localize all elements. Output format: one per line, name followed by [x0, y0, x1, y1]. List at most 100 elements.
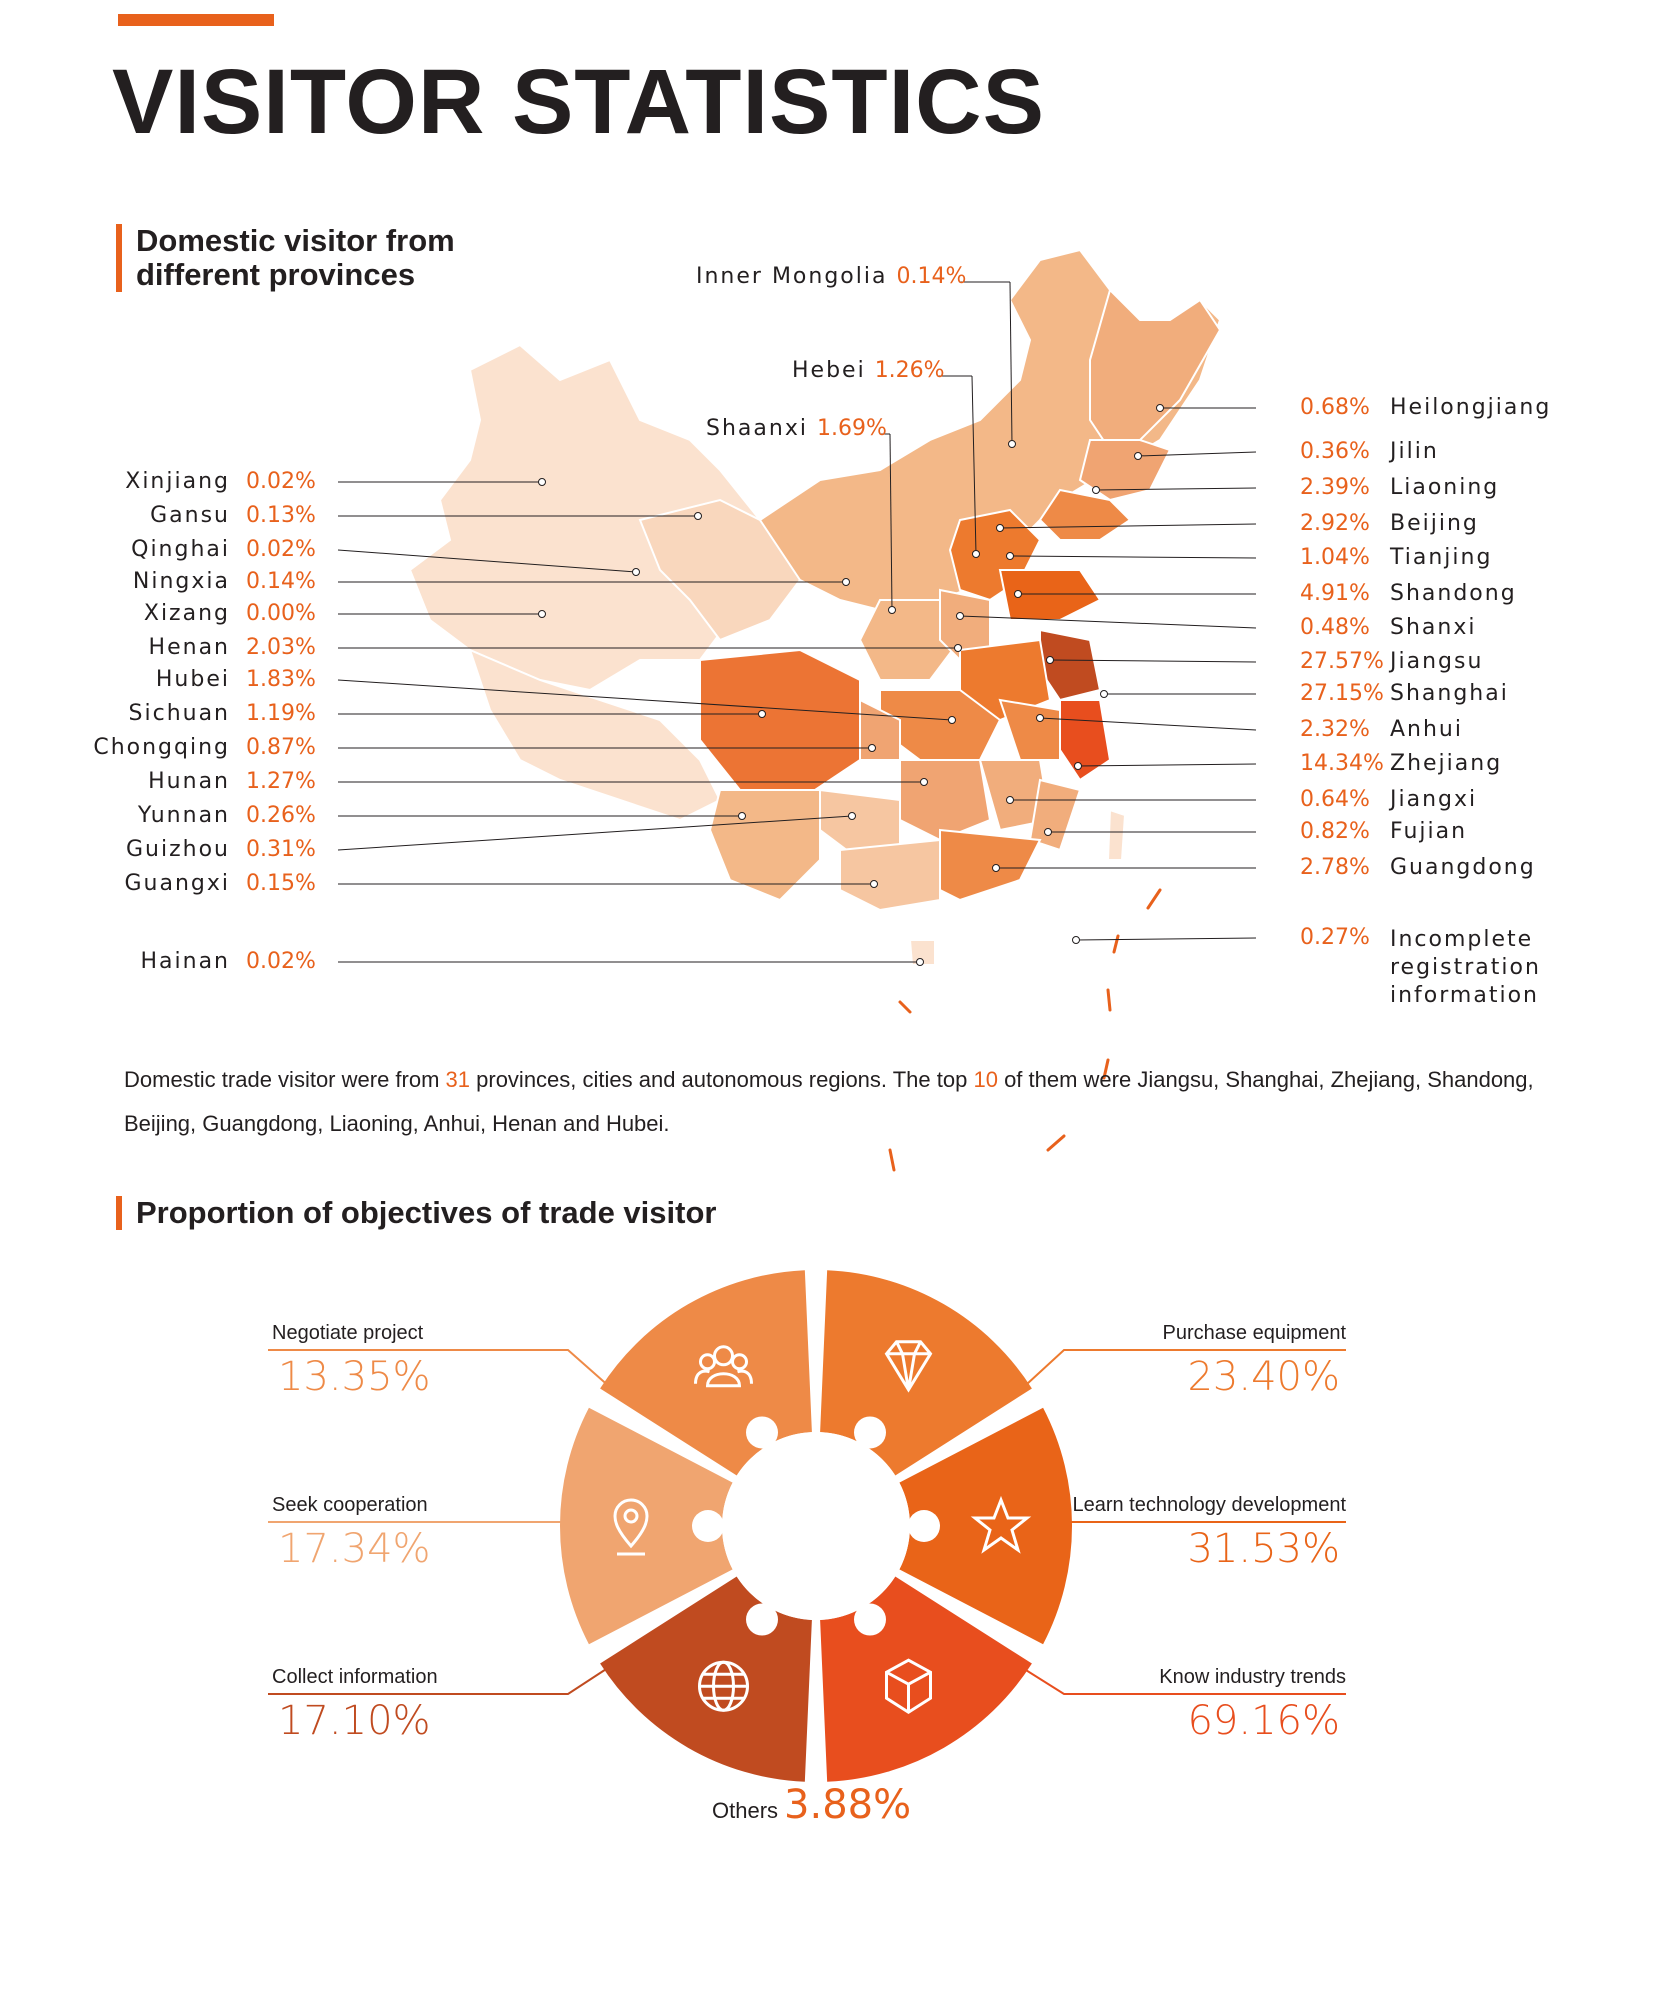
- leader-dot-inner-mongolia: [1008, 440, 1016, 448]
- leader-dot-gansu: [694, 512, 702, 520]
- province-value-guangxi: 0.15%: [246, 871, 316, 896]
- province-name-xizang: Xizang: [143, 601, 230, 626]
- province-value-xinjiang: 0.02%: [246, 469, 316, 494]
- dash-7: [888, 1148, 896, 1172]
- others-value: 3.88%: [784, 1782, 912, 1828]
- leader-dot-guizhou: [848, 812, 856, 820]
- pie-center-notch: [746, 1603, 778, 1636]
- location-pin-icon: [613, 1498, 649, 1556]
- globe-icon: [698, 1660, 749, 1712]
- region-heilongjiang: [1089, 288, 1222, 452]
- diamond-icon: [884, 1340, 933, 1393]
- province-value-yunnan: 0.26%: [246, 803, 316, 828]
- summary-part-1: Domestic trade visitor were from: [124, 1067, 446, 1092]
- objective-leader-know-industry-trends: [1009, 1659, 1346, 1695]
- province-name-ningxia: Ningxia: [132, 569, 230, 594]
- province-name-guangdong: Guangdong: [1390, 855, 1536, 880]
- province-value-shanxi: 0.48%: [1300, 615, 1370, 640]
- leader-line-qinghai: [337, 549, 637, 573]
- objective-value-learn-technology-development: 31.53%: [1187, 1526, 1340, 1572]
- leader-dot-xizang: [538, 610, 546, 618]
- objective-label-seek-cooperation: Seek cooperation: [272, 1494, 428, 1516]
- leader-dot-shanxi: [956, 612, 964, 620]
- province-name-shanxi: Shanxi: [1390, 615, 1477, 640]
- star-icon: [970, 1495, 1032, 1554]
- dash-4: [1102, 1058, 1110, 1080]
- summary-part-2: provinces, cities and autonomous regions…: [470, 1067, 974, 1092]
- summary-province-count: 31: [445, 1067, 471, 1092]
- province-value-anhui: 2.32%: [1300, 717, 1370, 742]
- objective-value-seek-cooperation: 17.34%: [278, 1526, 431, 1572]
- province-name-tianjing: Tianjing: [1390, 545, 1493, 570]
- province-value-fujian: 0.82%: [1300, 819, 1370, 844]
- province-value-jilin: 0.36%: [1300, 439, 1370, 464]
- region-hainan: [908, 939, 936, 966]
- leader-dot-jilin: [1134, 452, 1142, 460]
- leader-dot-hunan: [920, 778, 928, 786]
- leader-dot-zhejiang: [1074, 762, 1082, 770]
- province-name-chongqing: Chongqing: [93, 735, 230, 760]
- province-value-shanghai: 27.15%: [1300, 681, 1384, 706]
- pie-center-hub: [722, 1432, 910, 1620]
- province-top-shaanxi: Shaanxi 1.69%: [706, 416, 887, 441]
- province-name-beijing: Beijing: [1390, 511, 1479, 536]
- leader-line-guizhou: [337, 815, 853, 851]
- objectives-icons: [613, 1340, 1032, 1714]
- objective-label-learn-technology-development: Learn technology development: [1072, 1494, 1346, 1516]
- objective-leader-learn-technology-development: [1051, 1519, 1346, 1523]
- province-name-zhejiang: Zhejiang: [1390, 751, 1503, 776]
- leader-dot-ningxia: [842, 578, 850, 586]
- province-value-guangdong: 2.78%: [1300, 855, 1370, 880]
- leader-dot-tianjing: [1006, 552, 1014, 560]
- leader-dot-hainan: [916, 958, 924, 966]
- pie-center-notch: [908, 1510, 940, 1542]
- section-title-objectives: Proportion of objectives of trade visito…: [116, 1196, 836, 1230]
- objective-leader-purchase-equipment: [1013, 1349, 1346, 1397]
- region-shandong: [998, 569, 1102, 621]
- province-value-chongqing: 0.87%: [246, 735, 316, 760]
- leader-dot-guangxi: [870, 880, 878, 888]
- province-value-hubei: 1.83%: [246, 667, 316, 692]
- objective-label-purchase-equipment: Purchase equipment: [1162, 1322, 1346, 1344]
- province-name-hainan: Hainan: [140, 949, 230, 974]
- province-name-shandong: Shandong: [1390, 581, 1517, 606]
- dash-8: [898, 1000, 912, 1014]
- objective-value-purchase-equipment: 23.40%: [1187, 1354, 1340, 1400]
- leader-dot-hubei: [948, 716, 956, 724]
- others-item: Others 3.88%: [712, 1782, 911, 1828]
- province-value-ningxia: 0.14%: [246, 569, 316, 594]
- province-value-shaanxi: 1.69%: [816, 416, 887, 441]
- leader-line-hubei: [337, 679, 953, 721]
- leader-line-drop-shaanxi: [889, 433, 893, 611]
- objective-leader-seek-cooperation: [268, 1519, 581, 1523]
- province-value-hebei: 1.26%: [874, 358, 945, 383]
- pie-center-notch: [854, 1603, 886, 1636]
- province-top-hebei: Hebei 1.26%: [792, 358, 945, 383]
- china-map: [337, 248, 1257, 1172]
- leader-dot-heilongjiang: [1156, 404, 1164, 412]
- objective-label-know-industry-trends: Know industry trends: [1159, 1666, 1346, 1688]
- province-value-zhejiang: 14.34%: [1300, 751, 1384, 776]
- dash-1: [1146, 888, 1162, 910]
- pie-center-notch: [692, 1510, 724, 1542]
- leader-dot-fujian: [1044, 828, 1052, 836]
- others-label: Others: [712, 1798, 779, 1823]
- region-jilin: [1078, 439, 1172, 502]
- province-value-jiangxi: 0.64%: [1300, 787, 1370, 812]
- region-qinghai: [638, 498, 802, 642]
- province-value-jiangsu: 27.57%: [1300, 649, 1384, 674]
- leader-dot-shandong: [1014, 590, 1022, 598]
- title-accent-bar: [118, 14, 274, 26]
- province-name-xinjiang: Xinjiang: [125, 469, 230, 494]
- province-value-inner-mongolia: 0.14%: [896, 264, 967, 289]
- province-name-hebei: Hebei: [792, 358, 875, 383]
- province-name-liaoning: Liaoning: [1390, 475, 1500, 500]
- leader-dot-qinghai: [632, 568, 640, 576]
- leader-line-drop-hebei: [971, 375, 977, 555]
- leader-line-shanxi: [959, 615, 1257, 629]
- province-value-beijing: 2.92%: [1300, 511, 1370, 536]
- province-value-shandong: 4.91%: [1300, 581, 1370, 606]
- province-name-sichuan: Sichuan: [128, 701, 230, 726]
- leader-lines: [337, 281, 1257, 966]
- leader-dot-jiangxi: [1006, 796, 1014, 804]
